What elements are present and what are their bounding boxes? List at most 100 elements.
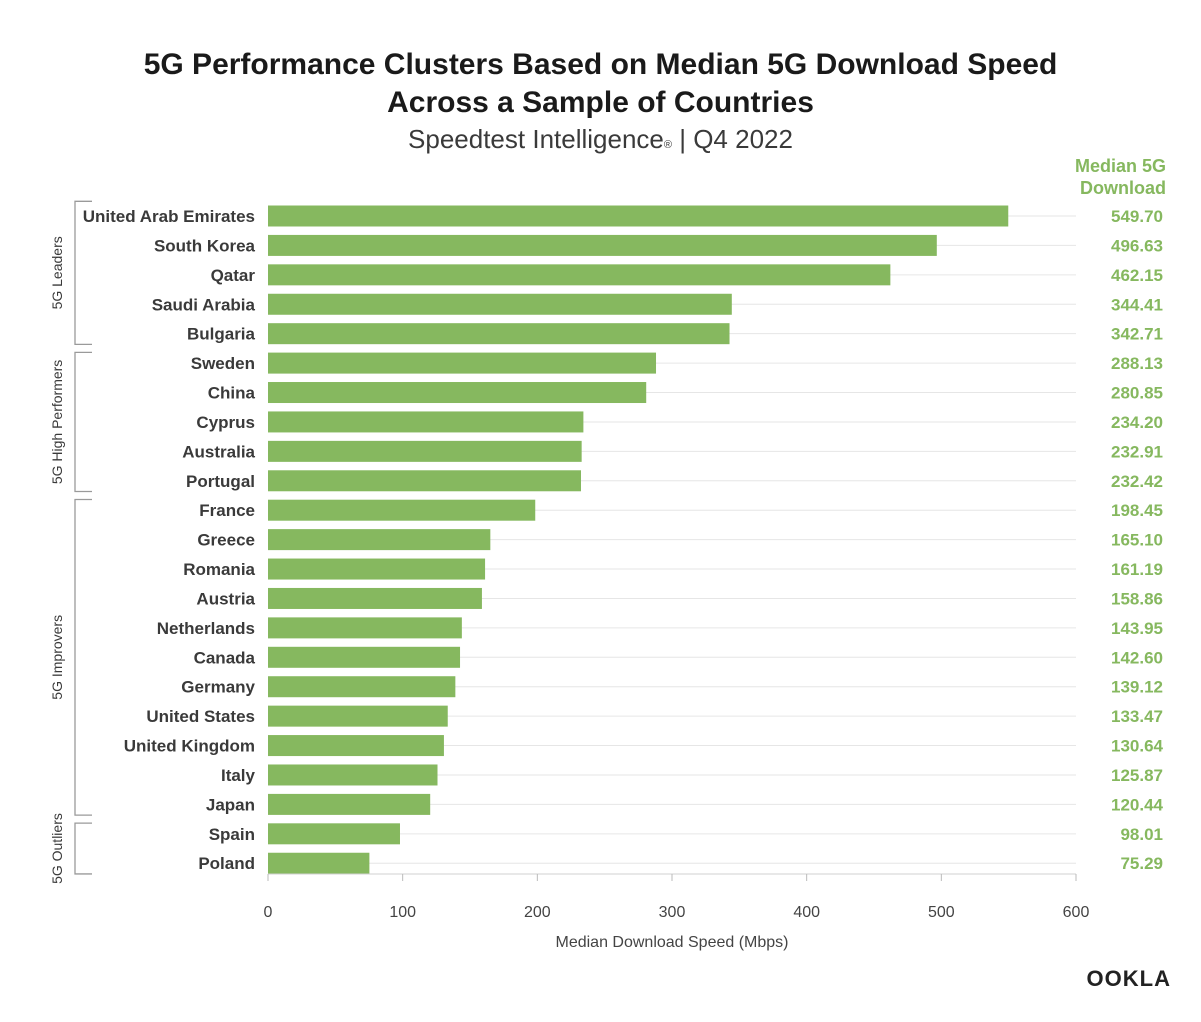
group-bracket bbox=[74, 822, 92, 875]
category-label: Canada bbox=[194, 648, 256, 667]
bar bbox=[268, 646, 461, 668]
bar bbox=[268, 352, 657, 374]
value-column-header: Median 5G bbox=[1075, 156, 1166, 176]
category-label: United Arab Emirates bbox=[83, 207, 255, 226]
value-label: 75.29 bbox=[1120, 854, 1163, 873]
category-label: France bbox=[199, 501, 255, 520]
bar bbox=[268, 852, 370, 874]
category-label: Portugal bbox=[186, 472, 255, 491]
value-label: 139.12 bbox=[1111, 678, 1163, 697]
category-label: Germany bbox=[181, 678, 255, 697]
bar bbox=[268, 323, 730, 345]
category-label: Spain bbox=[209, 825, 255, 844]
category-label: Austria bbox=[196, 589, 255, 608]
x-tick-label: 600 bbox=[1063, 904, 1090, 921]
category-label: Bulgaria bbox=[187, 325, 256, 344]
category-label: Poland bbox=[198, 854, 255, 873]
bar bbox=[268, 382, 647, 404]
value-label: 142.60 bbox=[1111, 648, 1163, 667]
group-layer: 5G Leaders 5G High Performers 5G Improvers… bbox=[49, 200, 92, 884]
category-label: Greece bbox=[197, 531, 255, 550]
value-label: 198.45 bbox=[1111, 501, 1163, 520]
subtitle-source: Speedtest Intelligence bbox=[408, 124, 664, 154]
group-bracket bbox=[74, 351, 92, 493]
category-label: United Kingdom bbox=[124, 737, 255, 756]
value-label: 143.95 bbox=[1111, 619, 1163, 638]
group-bracket bbox=[74, 200, 92, 346]
chart-title-line-1: 5G Performance Clusters Based on Median … bbox=[143, 48, 1058, 81]
x-tick-label: 300 bbox=[659, 904, 686, 921]
bar bbox=[268, 823, 400, 845]
x-tick-label: 0 bbox=[264, 904, 273, 921]
category-label: United States bbox=[146, 707, 255, 726]
value-label: 120.44 bbox=[1111, 795, 1164, 814]
value-label: 158.86 bbox=[1111, 589, 1163, 608]
value-layer: 549.70 496.63 462.15 344.41 342.71 288.13 280.… bbox=[1075, 156, 1166, 873]
category-label: Netherlands bbox=[157, 619, 255, 638]
value-label: 161.19 bbox=[1111, 560, 1163, 579]
x-tick-label: 100 bbox=[389, 904, 416, 921]
category-label: Australia bbox=[182, 442, 255, 461]
category-label: Saudi Arabia bbox=[152, 295, 256, 314]
category-label: Sweden bbox=[191, 354, 255, 373]
x-tick-label: 500 bbox=[928, 904, 955, 921]
x-tick-label: 200 bbox=[524, 904, 551, 921]
registered-mark: ® bbox=[663, 139, 672, 151]
x-tick-label: 400 bbox=[793, 904, 820, 921]
x-axis-title: Median Download Speed (Mbps) bbox=[555, 934, 789, 951]
bar bbox=[268, 705, 448, 727]
group-label: 5G Leaders bbox=[49, 236, 65, 309]
bar bbox=[268, 293, 732, 315]
bar bbox=[268, 529, 491, 551]
value-label: 462.15 bbox=[1111, 266, 1163, 285]
value-label: 549.70 bbox=[1111, 207, 1163, 226]
category-label: South Korea bbox=[154, 236, 256, 255]
ookla-logo: OOKLA bbox=[1086, 966, 1171, 991]
group-label: 5G Outliers bbox=[49, 813, 65, 884]
value-column-header: Download bbox=[1080, 178, 1166, 198]
category-label: Cyprus bbox=[196, 413, 255, 432]
group-label: 5G Improvers bbox=[49, 615, 65, 700]
tick-layer: 0 100 200 300 400 500 600 bbox=[264, 873, 1090, 921]
subtitle-period: | Q4 2022 bbox=[672, 124, 793, 154]
value-label: 280.85 bbox=[1111, 384, 1163, 403]
label-layer: United Arab Emirates South Korea Qatar Saud… bbox=[83, 207, 256, 873]
bar bbox=[268, 264, 891, 286]
bar bbox=[268, 558, 486, 580]
bar bbox=[268, 617, 462, 639]
value-label: 125.87 bbox=[1111, 766, 1163, 785]
bar bbox=[268, 676, 456, 698]
chart-subtitle: Speedtest Intelligence® | Q4 2022 bbox=[0, 122, 1201, 156]
bar bbox=[268, 764, 438, 786]
value-label: 232.42 bbox=[1111, 472, 1163, 491]
category-label: China bbox=[208, 384, 256, 403]
value-label: 496.63 bbox=[1111, 236, 1163, 255]
value-label: 133.47 bbox=[1111, 707, 1163, 726]
chart-title-line-2: Across a Sample of Countries bbox=[387, 86, 814, 119]
bar bbox=[268, 411, 584, 433]
category-label: Japan bbox=[206, 795, 255, 814]
category-label: Italy bbox=[221, 766, 256, 785]
value-label: 165.10 bbox=[1111, 531, 1163, 550]
group-bracket bbox=[74, 498, 92, 816]
category-label: Qatar bbox=[211, 266, 256, 285]
value-label: 98.01 bbox=[1120, 825, 1163, 844]
bar bbox=[268, 234, 937, 256]
bar bbox=[268, 499, 536, 521]
bar bbox=[268, 793, 431, 815]
bar bbox=[268, 470, 581, 492]
value-label: 342.71 bbox=[1111, 325, 1163, 344]
bar bbox=[268, 205, 1009, 227]
value-label: 344.41 bbox=[1111, 295, 1163, 314]
bar-layer bbox=[268, 205, 1009, 874]
bar bbox=[268, 735, 444, 757]
bar bbox=[268, 440, 582, 462]
value-label: 234.20 bbox=[1111, 413, 1163, 432]
bar bbox=[268, 587, 482, 609]
value-label: 130.64 bbox=[1111, 737, 1164, 756]
value-label: 288.13 bbox=[1111, 354, 1163, 373]
value-label: 232.91 bbox=[1111, 442, 1163, 461]
category-label: Romania bbox=[183, 560, 255, 579]
group-label: 5G High Performers bbox=[49, 360, 65, 484]
